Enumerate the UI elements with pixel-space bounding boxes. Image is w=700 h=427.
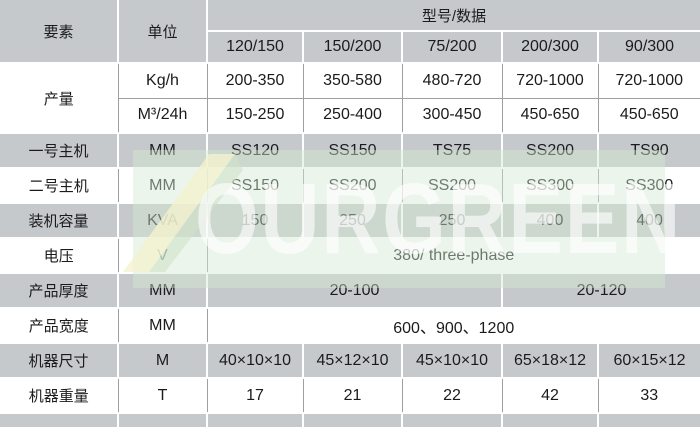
value-cell: 250 <box>401 202 503 239</box>
row-label-capacity: 装机容量 <box>0 202 119 239</box>
value-cell: 42 <box>501 377 599 414</box>
value-thickness-b: 20-120 <box>500 272 700 309</box>
value-cell: 250 <box>302 202 403 239</box>
value-cell: 40×10×10 <box>206 342 304 379</box>
header-model-200-300: 200/300 <box>501 30 599 64</box>
row-label-voltage: 电压 <box>0 237 119 274</box>
value-cell: 150-250 <box>206 97 304 134</box>
value-voltage: 380/ three-phase <box>206 237 700 274</box>
value-thickness-a: 20-100 <box>206 272 503 309</box>
value-cell: 33 <box>597 377 700 414</box>
value-cell: 250-400 <box>302 97 403 134</box>
value-cell: SS120 <box>206 132 304 169</box>
partial-row-cell <box>401 412 503 427</box>
value-cell: 22 <box>401 377 503 414</box>
unit-capacity: KVA <box>117 202 208 239</box>
header-model-75-200: 75/200 <box>401 30 503 64</box>
value-cell: 150 <box>206 202 304 239</box>
unit-width: MM <box>117 307 208 344</box>
header-factor: 要素 <box>0 0 119 64</box>
value-cell: 720-1000 <box>597 62 700 99</box>
unit-host1: MM <box>117 132 208 169</box>
value-cell: TS75 <box>401 132 503 169</box>
value-cell: 720-1000 <box>501 62 599 99</box>
value-cell: 300-450 <box>401 97 503 134</box>
value-cell: 17 <box>206 377 304 414</box>
row-label-host2: 二号主机 <box>0 167 119 204</box>
value-cell: 450-650 <box>597 97 700 134</box>
value-cell: 200-350 <box>206 62 304 99</box>
partial-row-cell <box>117 412 208 427</box>
header-unit: 单位 <box>117 0 208 64</box>
unit-output-kgh: Kg/h <box>117 62 208 99</box>
partial-row-cell <box>206 412 304 427</box>
row-label-thickness: 产品厚度 <box>0 272 119 309</box>
unit-host2: MM <box>117 167 208 204</box>
unit-voltage: V <box>117 237 208 274</box>
partial-row-cell <box>596 412 700 427</box>
header-model-120-150: 120/150 <box>207 30 304 64</box>
unit-thickness: MM <box>117 272 208 309</box>
value-cell: SS200 <box>302 167 403 204</box>
header-model-150-200: 150/200 <box>302 30 403 64</box>
row-label-output: 产量 <box>0 62 119 134</box>
row-label-width: 产品宽度 <box>0 307 119 344</box>
value-cell: 60×15×12 <box>596 342 700 379</box>
value-cell: 450-650 <box>501 97 599 134</box>
header-model-group: 型号/数据 <box>205 0 700 32</box>
value-cell: 350-580 <box>302 62 403 99</box>
unit-weight: T <box>117 377 208 414</box>
unit-output-m3: M³/24h <box>118 97 208 134</box>
value-cell: SS200 <box>501 132 599 169</box>
partial-row-cell <box>0 412 119 427</box>
value-cell: TS90 <box>596 132 700 169</box>
value-cell: SS150 <box>302 132 403 169</box>
value-cell: 45×12×10 <box>302 342 403 379</box>
partial-row-cell <box>302 412 403 427</box>
value-cell: SS150 <box>206 167 304 204</box>
value-cell: 400 <box>596 202 700 239</box>
value-cell: SS300 <box>501 167 599 204</box>
unit-size: M <box>117 342 208 379</box>
value-cell: 65×18×12 <box>501 342 599 379</box>
value-cell: 400 <box>501 202 599 239</box>
row-label-weight: 机器重量 <box>0 377 119 414</box>
value-cell: 480-720 <box>401 62 503 99</box>
value-cell: SS300 <box>597 167 700 204</box>
row-label-size: 机器尺寸 <box>0 342 119 379</box>
value-cell: 21 <box>302 377 403 414</box>
value-cell: 45×10×10 <box>401 342 503 379</box>
value-width: 600、900、1200 <box>206 307 700 344</box>
row-label-host1: 一号主机 <box>0 132 119 169</box>
header-model-90-300: 90/300 <box>596 30 700 64</box>
partial-row-cell <box>501 412 599 427</box>
value-cell: SS200 <box>401 167 503 204</box>
